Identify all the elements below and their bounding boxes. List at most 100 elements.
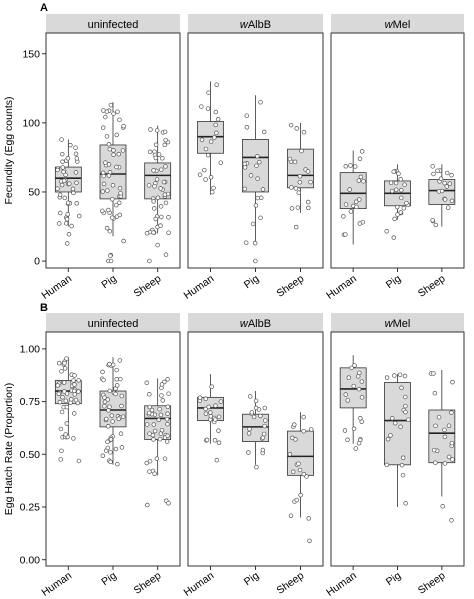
- data-point: [119, 445, 125, 450]
- data-point: [60, 151, 65, 157]
- data-point: [65, 212, 70, 217]
- data-point: [447, 181, 453, 186]
- data-point: [155, 242, 160, 248]
- data-point: [102, 399, 108, 405]
- data-point: [116, 416, 122, 422]
- data-point: [197, 172, 203, 178]
- data-point: [108, 437, 114, 442]
- data-point: [159, 214, 164, 220]
- data-point: [403, 403, 408, 409]
- data-point: [210, 189, 215, 195]
- data-point: [402, 182, 407, 187]
- data-point: [205, 152, 211, 158]
- data-point: [287, 452, 293, 457]
- data-point: [218, 160, 224, 165]
- data-point: [211, 185, 216, 191]
- data-point: [59, 369, 64, 374]
- data-point: [157, 436, 163, 442]
- data-point: [163, 200, 169, 206]
- data-point: [203, 146, 209, 152]
- data-point: [59, 448, 64, 454]
- facet-strip: [46, 14, 180, 33]
- data-point: [104, 225, 110, 231]
- data-point: [117, 117, 122, 123]
- data-point: [119, 393, 125, 399]
- data-point: [358, 416, 363, 421]
- data-point: [394, 187, 399, 192]
- data-point: [397, 372, 403, 377]
- data-point: [297, 467, 303, 473]
- facet-strip-label-prefix: w: [240, 318, 249, 330]
- data-point: [60, 395, 65, 400]
- data-point: [204, 437, 210, 443]
- data-point: [111, 148, 116, 153]
- box-pig: [384, 164, 411, 240]
- box-human: [54, 356, 82, 464]
- data-point: [162, 129, 168, 135]
- box-pig: [242, 391, 269, 470]
- data-point: [255, 195, 260, 201]
- data-point: [55, 186, 60, 191]
- data-point: [388, 433, 393, 438]
- data-point: [64, 241, 70, 246]
- data-point: [345, 398, 350, 403]
- data-point: [108, 258, 114, 264]
- data-point: [120, 148, 126, 153]
- data-point: [100, 125, 106, 130]
- facet-strip-label: wMel: [385, 19, 411, 31]
- data-point: [206, 404, 211, 410]
- data-point: [151, 168, 156, 173]
- data-point: [442, 197, 448, 202]
- facet-0: uninfected Human Pig Sheep: [39, 313, 181, 599]
- data-point: [117, 358, 123, 363]
- data-point: [343, 392, 348, 397]
- y-tick-label: 0: [34, 256, 40, 268]
- data-point: [100, 208, 105, 214]
- data-point: [161, 179, 167, 185]
- box-human: [54, 137, 82, 246]
- panel-b: B Egg Hatch Rate (Proportion) 0.00 0.25 0.50…: [3, 302, 465, 599]
- data-point: [351, 383, 356, 389]
- data-point: [105, 423, 111, 429]
- data-point: [389, 188, 395, 194]
- data-point: [110, 183, 116, 188]
- data-point: [157, 406, 162, 412]
- data-point: [353, 446, 359, 451]
- data-point: [384, 462, 390, 468]
- data-point: [402, 373, 408, 379]
- data-point: [146, 183, 152, 188]
- data-point: [247, 426, 252, 432]
- data-point: [400, 472, 406, 478]
- x-tick-label: Human: [324, 273, 359, 302]
- data-point: [159, 393, 164, 398]
- facet-strip-label-rest: AlbB: [248, 19, 271, 31]
- data-point: [213, 109, 219, 115]
- data-point: [114, 376, 119, 382]
- facet-strip-label-rest: AlbB: [248, 318, 271, 330]
- facet-strip: [188, 14, 323, 33]
- data-point: [64, 356, 69, 361]
- data-point: [342, 428, 348, 433]
- box-body: [384, 382, 411, 466]
- data-point: [108, 450, 113, 455]
- data-point: [398, 210, 403, 215]
- data-point: [261, 431, 267, 437]
- data-point: [58, 426, 64, 432]
- data-point: [107, 361, 112, 367]
- data-point: [396, 171, 401, 176]
- data-point: [352, 164, 358, 169]
- data-point: [292, 422, 297, 427]
- box-body: [428, 409, 456, 464]
- data-point: [392, 216, 397, 222]
- data-point: [450, 457, 455, 462]
- data-point: [76, 378, 81, 383]
- data-point: [74, 156, 80, 161]
- data-point: [449, 518, 454, 523]
- facet-strip-label-rest: Mel: [393, 19, 411, 31]
- data-point: [252, 240, 258, 246]
- facet-strip: [46, 313, 180, 332]
- data-point: [356, 386, 362, 392]
- data-point: [158, 431, 164, 436]
- data-point: [406, 417, 411, 422]
- data-point: [103, 160, 108, 165]
